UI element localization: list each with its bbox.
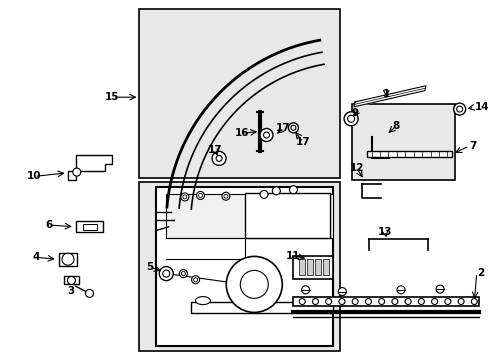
- Bar: [351, 104, 454, 180]
- Circle shape: [338, 298, 344, 305]
- Text: 7: 7: [468, 141, 476, 151]
- Circle shape: [470, 298, 476, 305]
- Circle shape: [181, 271, 185, 276]
- Circle shape: [73, 168, 81, 176]
- Circle shape: [290, 125, 295, 130]
- Bar: [63, 276, 79, 284]
- Bar: [156, 187, 332, 346]
- Circle shape: [198, 193, 202, 198]
- Text: 12: 12: [349, 163, 364, 174]
- Circle shape: [67, 276, 75, 284]
- Circle shape: [338, 288, 346, 296]
- Text: 14: 14: [473, 102, 488, 112]
- Circle shape: [351, 298, 357, 305]
- Text: 1: 1: [382, 89, 389, 99]
- Circle shape: [301, 286, 309, 294]
- Circle shape: [260, 129, 272, 141]
- Circle shape: [288, 123, 298, 133]
- Circle shape: [224, 194, 227, 198]
- Circle shape: [191, 276, 199, 284]
- Circle shape: [181, 193, 188, 201]
- Text: 4: 4: [33, 252, 41, 262]
- Circle shape: [183, 195, 186, 199]
- Circle shape: [365, 298, 371, 305]
- Bar: [190, 302, 332, 313]
- Bar: [83, 224, 97, 230]
- Circle shape: [240, 270, 268, 298]
- Circle shape: [159, 267, 173, 280]
- Polygon shape: [353, 86, 425, 107]
- Text: 6: 6: [45, 220, 52, 230]
- Circle shape: [62, 253, 74, 265]
- Polygon shape: [68, 155, 112, 180]
- Bar: [293, 256, 332, 279]
- Bar: [322, 259, 328, 275]
- Circle shape: [444, 298, 450, 305]
- Bar: [139, 9, 339, 178]
- Circle shape: [325, 298, 331, 305]
- Bar: [139, 182, 339, 351]
- Bar: [306, 259, 312, 275]
- Circle shape: [222, 192, 229, 200]
- Circle shape: [312, 298, 318, 305]
- Text: 15: 15: [105, 92, 120, 102]
- Circle shape: [344, 112, 357, 126]
- Circle shape: [347, 115, 354, 122]
- Bar: [244, 193, 329, 238]
- Circle shape: [260, 190, 267, 198]
- Bar: [299, 259, 305, 275]
- Circle shape: [289, 186, 297, 194]
- Text: 17: 17: [276, 123, 290, 133]
- Circle shape: [196, 192, 204, 199]
- Circle shape: [85, 289, 93, 297]
- Circle shape: [272, 187, 280, 195]
- Circle shape: [163, 270, 169, 277]
- Text: 3: 3: [67, 286, 74, 296]
- Circle shape: [418, 298, 424, 305]
- Circle shape: [435, 285, 443, 293]
- Circle shape: [179, 270, 187, 278]
- Circle shape: [431, 298, 437, 305]
- Bar: [166, 194, 332, 238]
- Circle shape: [299, 298, 305, 305]
- Circle shape: [456, 106, 462, 112]
- Circle shape: [216, 156, 222, 161]
- Circle shape: [212, 152, 225, 165]
- Text: 2: 2: [476, 268, 483, 278]
- Circle shape: [404, 298, 410, 305]
- Text: 17: 17: [295, 137, 310, 147]
- Circle shape: [453, 103, 465, 115]
- Text: 13: 13: [377, 227, 392, 237]
- Bar: [293, 297, 478, 306]
- Circle shape: [457, 298, 463, 305]
- Text: 9: 9: [351, 108, 358, 118]
- Bar: [76, 221, 102, 232]
- Text: 11: 11: [285, 251, 300, 261]
- Text: 8: 8: [392, 121, 399, 131]
- Circle shape: [396, 286, 404, 294]
- Text: 16: 16: [234, 128, 249, 138]
- Circle shape: [263, 132, 269, 138]
- Text: 10: 10: [27, 171, 41, 181]
- Text: 5: 5: [146, 262, 153, 272]
- Text: 17: 17: [207, 145, 222, 156]
- Circle shape: [391, 298, 397, 305]
- Ellipse shape: [195, 297, 210, 305]
- Bar: [314, 259, 320, 275]
- Bar: [59, 253, 77, 266]
- Bar: [366, 151, 451, 157]
- Circle shape: [193, 278, 197, 282]
- Circle shape: [226, 256, 282, 312]
- Circle shape: [378, 298, 384, 305]
